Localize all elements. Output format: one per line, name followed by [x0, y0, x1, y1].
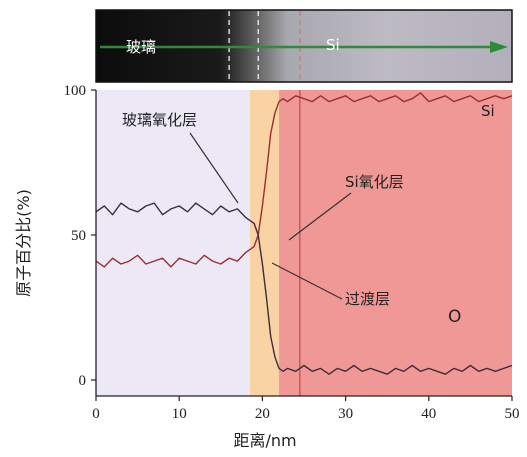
- leader-si-oxide-layer: [288, 192, 352, 241]
- strip-label-si: Si: [326, 36, 340, 54]
- series-label-o: O: [448, 307, 461, 327]
- strip-label-glass: 玻璃: [126, 38, 156, 56]
- y-tick-label: 100: [64, 83, 87, 99]
- series-line-si: [95, 92, 513, 268]
- x-axis-title: 距离/nm: [233, 431, 296, 450]
- tem-image-strip: 玻璃 Si: [95, 9, 513, 83]
- annotation-si-oxide-layer: Si氧化层: [345, 173, 404, 191]
- region-glass: [96, 90, 250, 396]
- line-scan-arrow-head-icon: [490, 41, 508, 53]
- series-layer: [95, 92, 513, 375]
- y-axis-title: 原子百分比(%): [14, 189, 33, 297]
- axis-ticks: 0 10 20 30 40 50 0 50 100: [64, 83, 520, 422]
- leader-glass-oxide-layer: [189, 132, 239, 204]
- annotation-transition-layer: 过渡层: [345, 290, 390, 308]
- plot-area: 0 10 20 30 40 50 0 50 100 Si O 玻璃氧化层 Si氧化层 过渡层 距…: [14, 83, 520, 450]
- series-line-o: [95, 202, 513, 375]
- x-tick-label: 30: [338, 406, 353, 422]
- y-tick-label: 50: [71, 228, 86, 244]
- x-tick-label: 20: [255, 406, 270, 422]
- x-tick-label: 10: [172, 406, 187, 422]
- strip-dashed-lines: [228, 11, 301, 81]
- region-transition: [249, 90, 280, 396]
- composition-regions: [96, 90, 512, 396]
- series-label-si: Si: [481, 102, 495, 120]
- leader-transition-layer: [271, 262, 343, 300]
- x-tick-label: 40: [421, 406, 436, 422]
- region-si: [279, 90, 512, 396]
- x-tick-label: 50: [505, 406, 520, 422]
- x-tick-label: 0: [92, 406, 100, 422]
- annotation-glass-oxide-layer: 玻璃氧化层: [122, 111, 197, 129]
- y-tick-label: 0: [79, 373, 87, 389]
